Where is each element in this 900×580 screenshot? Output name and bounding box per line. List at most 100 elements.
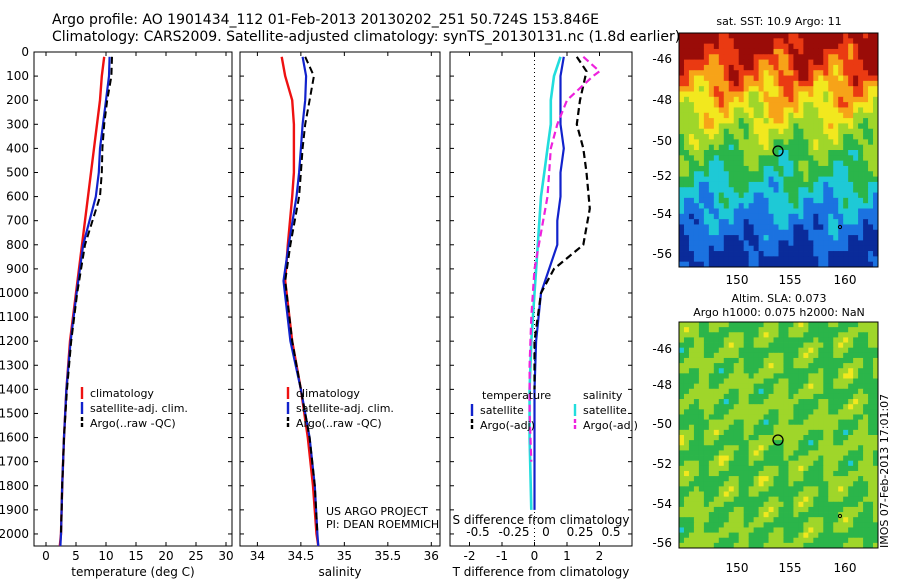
map-pixel bbox=[693, 251, 700, 257]
map-pixel bbox=[838, 118, 844, 124]
map-pixel bbox=[833, 404, 839, 410]
map-pixel bbox=[838, 388, 844, 395]
map-pixel bbox=[813, 160, 819, 167]
map-pixel bbox=[693, 80, 700, 87]
map-pixel bbox=[708, 455, 715, 462]
map-pixel bbox=[713, 470, 720, 477]
map-pixel bbox=[783, 419, 789, 426]
map-pixel bbox=[728, 347, 735, 354]
map-pixel bbox=[818, 75, 824, 82]
map-pixel bbox=[808, 337, 814, 343]
map-pixel bbox=[853, 517, 859, 523]
map-pixel bbox=[803, 192, 809, 199]
map-pixel bbox=[843, 393, 849, 400]
map-pixel bbox=[788, 445, 794, 451]
map-pixel bbox=[738, 409, 745, 415]
map-pixel bbox=[698, 91, 705, 98]
map-pixel bbox=[718, 537, 725, 544]
map-pixel bbox=[848, 357, 854, 364]
map-pixel bbox=[693, 150, 700, 156]
map-pixel bbox=[813, 506, 819, 513]
map-pixel bbox=[868, 43, 874, 50]
map-pixel bbox=[823, 393, 829, 400]
map-pixel bbox=[843, 229, 849, 236]
map-pixel bbox=[813, 256, 819, 263]
map-pixel bbox=[773, 134, 779, 140]
map-pixel bbox=[763, 496, 769, 503]
map-pixel bbox=[718, 337, 725, 343]
map-pixel bbox=[823, 383, 829, 390]
map-pixel bbox=[703, 240, 710, 247]
map-pixel bbox=[713, 337, 720, 343]
map-pixel bbox=[743, 332, 750, 338]
map-pixel bbox=[843, 192, 849, 199]
map-pixel bbox=[713, 80, 720, 87]
map-pixel bbox=[823, 102, 829, 108]
map-pixel bbox=[723, 112, 730, 119]
map-pixel bbox=[778, 160, 784, 167]
map-pixel bbox=[873, 171, 879, 177]
map-pixel bbox=[768, 424, 774, 431]
map-pixel bbox=[818, 229, 824, 236]
map-pixel bbox=[683, 512, 690, 518]
map-pixel bbox=[758, 128, 764, 135]
map-pixel bbox=[708, 527, 715, 533]
map-pixel bbox=[773, 522, 779, 528]
map-pixel bbox=[763, 203, 769, 209]
map-y-tick-label: -50 bbox=[652, 134, 672, 148]
map-pixel bbox=[683, 80, 690, 87]
map-pixel bbox=[843, 187, 849, 193]
map-pixel bbox=[758, 80, 764, 87]
map-pixel bbox=[843, 107, 849, 114]
map-pixel bbox=[723, 251, 730, 257]
x-axis-label: salinity bbox=[318, 565, 361, 579]
map-pixel bbox=[683, 342, 690, 349]
map-pixel bbox=[703, 91, 710, 98]
map-pixel bbox=[813, 245, 819, 252]
map-pixel bbox=[778, 363, 784, 369]
map-pixel bbox=[723, 491, 730, 498]
map-pixel bbox=[768, 139, 774, 146]
map-pixel bbox=[683, 419, 690, 426]
map-pixel bbox=[738, 33, 745, 39]
map-pixel bbox=[758, 512, 764, 518]
map-pixel bbox=[838, 160, 844, 167]
map-pixel bbox=[818, 496, 824, 503]
map-pixel bbox=[838, 450, 844, 456]
map-pixel bbox=[683, 481, 690, 487]
map-pixel bbox=[743, 486, 750, 492]
map-pixel bbox=[818, 357, 824, 364]
map-pixel bbox=[768, 470, 774, 477]
map-pixel bbox=[843, 486, 849, 492]
map-pixel bbox=[743, 496, 750, 503]
map-pixel bbox=[738, 203, 745, 209]
map-pixel bbox=[858, 491, 864, 498]
map-pixel bbox=[753, 139, 760, 146]
map-pixel bbox=[793, 219, 799, 225]
map-pixel bbox=[708, 181, 715, 188]
map-pixel bbox=[828, 404, 834, 410]
map-pixel bbox=[833, 486, 839, 492]
map-pixel bbox=[703, 337, 710, 343]
map-pixel bbox=[768, 107, 774, 114]
map-pixel bbox=[788, 219, 794, 225]
map-pixel bbox=[733, 347, 740, 354]
map-pixel bbox=[843, 542, 849, 549]
map-pixel bbox=[853, 213, 859, 220]
map-pixel bbox=[708, 213, 715, 220]
map-pixel bbox=[803, 96, 809, 103]
map-pixel bbox=[798, 176, 804, 183]
map-pixel bbox=[718, 342, 725, 349]
map-pixel bbox=[853, 112, 859, 119]
map-pixel bbox=[793, 150, 799, 156]
map-pixel bbox=[783, 378, 789, 385]
map-pixel bbox=[763, 155, 769, 162]
map-pixel bbox=[733, 208, 740, 215]
map-pixel bbox=[848, 235, 854, 241]
map-pixel bbox=[833, 388, 839, 395]
map-pixel bbox=[748, 373, 755, 379]
map-pixel bbox=[688, 134, 695, 140]
map-pixel bbox=[718, 102, 725, 108]
map-pixel bbox=[683, 414, 690, 420]
map-pixel bbox=[748, 107, 755, 114]
